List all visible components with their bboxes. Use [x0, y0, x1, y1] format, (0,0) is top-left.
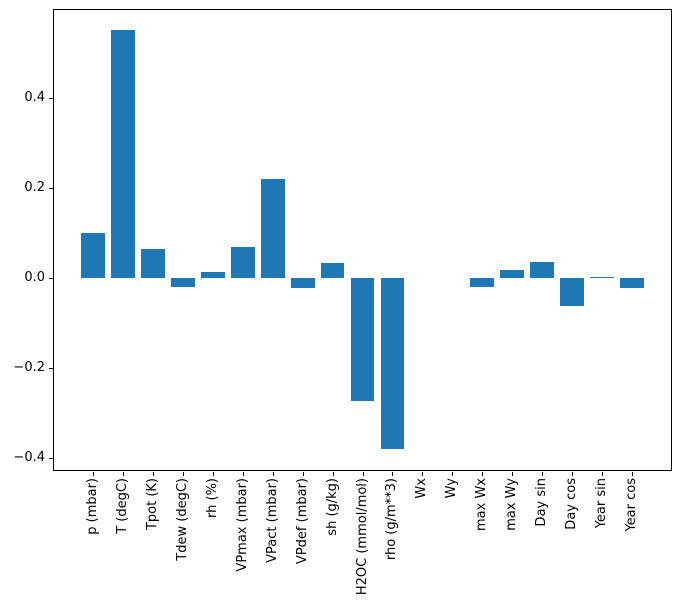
x-tick-mark — [333, 472, 334, 476]
x-tick-label: T (degC) — [115, 478, 130, 534]
x-tick-mark — [243, 472, 244, 476]
x-tick-mark — [153, 472, 154, 476]
x-tick-label: max Wx — [474, 478, 490, 532]
y-tick-label: −0.4 — [13, 450, 45, 465]
x-tick-mark — [392, 472, 393, 476]
bar-max-wx — [470, 278, 495, 288]
bar-tpot-k — [141, 248, 165, 279]
x-tick-mark — [422, 472, 423, 476]
y-tick-mark — [49, 98, 53, 99]
bar-p-mbar — [81, 232, 105, 279]
x-tick-label: Tpot (K) — [145, 478, 160, 531]
x-tick-mark — [542, 472, 543, 476]
x-tick-label: p (mbar) — [85, 478, 101, 535]
x-tick-label: rh (%) — [204, 478, 220, 518]
x-tick-label: Wy — [444, 478, 460, 499]
bar-vpdef-mbar — [290, 278, 315, 289]
bar-sh-g-kg — [320, 262, 345, 279]
plot-area — [53, 9, 672, 471]
x-tick-mark — [572, 472, 573, 476]
x-tick-label: VPmax (mbar) — [234, 478, 250, 572]
x-tick-label: Tdew (degC) — [174, 478, 190, 561]
bar-vpact-mbar — [260, 178, 285, 279]
y-tick-label: 0.0 — [24, 270, 45, 286]
bar-day-cos — [560, 278, 584, 307]
x-tick-label: max Wy — [504, 478, 520, 531]
x-tick-label: Year cos — [623, 478, 639, 532]
x-tick-label: Day sin — [534, 478, 550, 527]
bar-year-sin — [590, 276, 614, 279]
x-tick-label: rho (g/m**3) — [384, 478, 400, 561]
bar-rh — [200, 271, 225, 279]
x-tick-label: VPact (mbar) — [264, 478, 280, 563]
x-tick-mark — [482, 472, 483, 476]
x-tick-label: Day cos — [564, 478, 579, 530]
bar-year-cos — [619, 278, 644, 289]
bar-rho-g-m-3 — [380, 278, 405, 450]
x-tick-mark — [632, 472, 633, 476]
x-tick-mark — [273, 472, 274, 476]
y-tick-label: 0.4 — [24, 90, 45, 106]
x-tick-mark — [123, 472, 124, 476]
x-tick-mark — [303, 472, 304, 476]
bar-vpmax-mbar — [230, 247, 255, 279]
x-tick-label: VPdef (mbar) — [294, 478, 310, 565]
x-tick-label: Year sin — [594, 478, 609, 529]
y-tick-mark — [49, 458, 53, 459]
x-tick-mark — [363, 472, 364, 476]
bar-day-sin — [530, 262, 554, 279]
x-tick-mark — [213, 472, 214, 476]
x-tick-mark — [512, 472, 513, 476]
bar-t-degc — [111, 30, 135, 279]
x-tick-mark — [452, 472, 453, 476]
x-tick-mark — [602, 472, 603, 476]
y-tick-label: 0.2 — [24, 180, 45, 196]
bar-max-wy — [500, 270, 525, 279]
y-tick-mark — [49, 368, 53, 369]
x-tick-mark — [93, 472, 94, 476]
y-tick-mark — [49, 188, 53, 189]
bar-tdew-degc — [170, 278, 195, 288]
x-tick-label: sh (g/kg) — [324, 478, 340, 536]
y-tick-mark — [49, 278, 53, 279]
x-tick-mark — [183, 472, 184, 476]
bar-h2oc-mmol-mol — [350, 278, 375, 401]
y-tick-label: −0.2 — [13, 360, 45, 376]
x-tick-label: H2OC (mmol/mol) — [354, 478, 370, 596]
x-tick-label: Wx — [414, 478, 430, 499]
